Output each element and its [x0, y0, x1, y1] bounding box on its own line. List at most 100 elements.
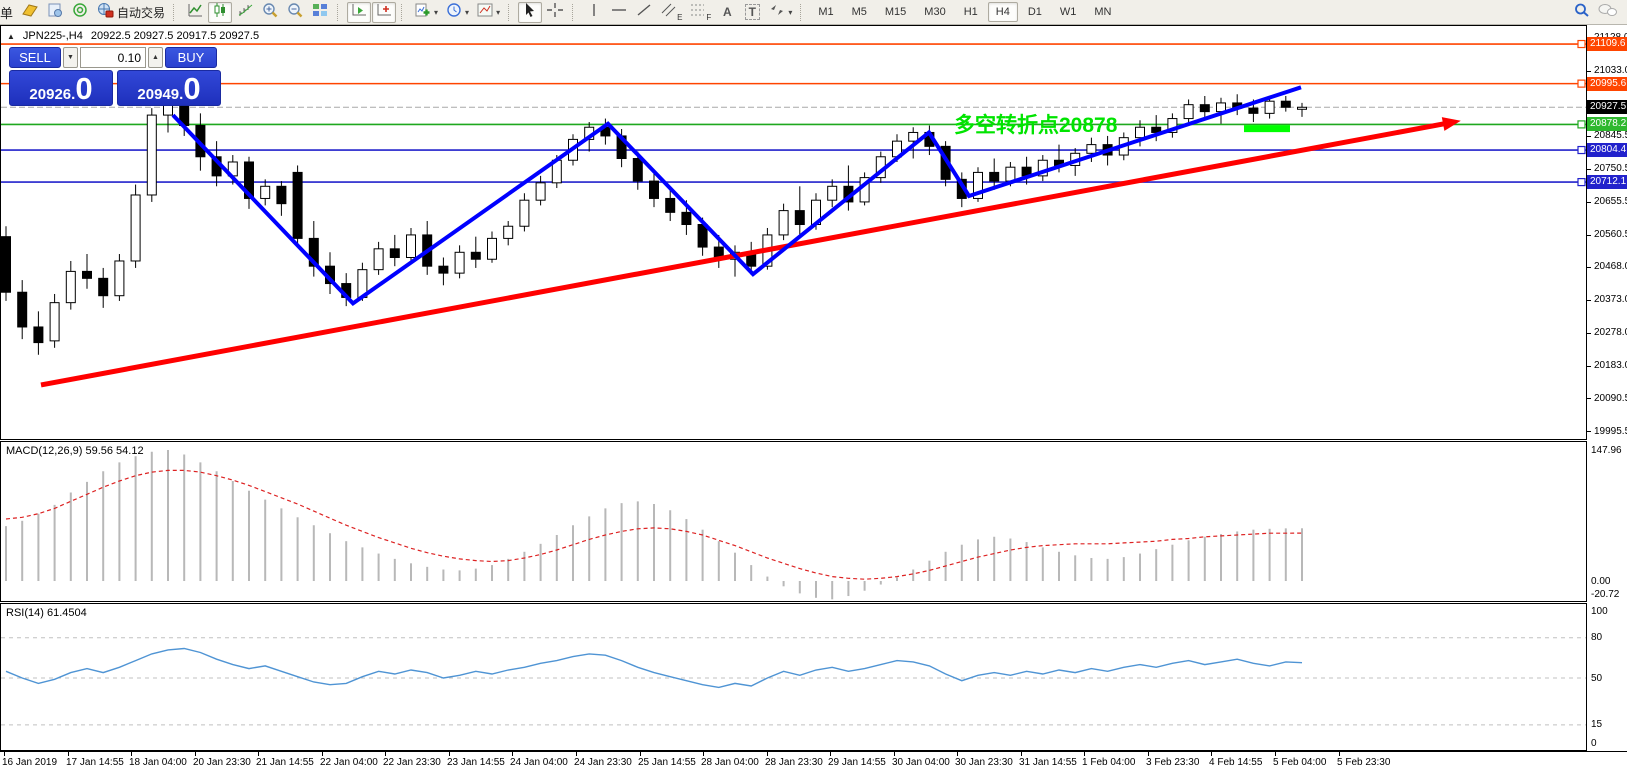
zoom-in-button[interactable]: [258, 2, 282, 23]
time-axis-label: 1 Feb 04:00: [1082, 757, 1136, 768]
timeframe-m15[interactable]: M15: [884, 6, 907, 18]
time-axis-label: 24 Jan 04:00: [510, 757, 568, 768]
time-tick-mark: [4, 752, 5, 756]
price-tick-mark: [1587, 169, 1591, 170]
sell-price[interactable]: 20926. 0: [9, 70, 113, 106]
charts-list-button[interactable]: [18, 2, 42, 23]
tile-windows-icon: [311, 2, 329, 23]
label-tool-button[interactable]: T: [740, 2, 764, 23]
tile-windows-button[interactable]: [308, 2, 332, 23]
volume-decrease-button[interactable]: ▼: [63, 47, 78, 68]
price-tick-mark: [1587, 366, 1591, 367]
time-axis-label: 22 Jan 23:30: [383, 757, 441, 768]
price-tick-mark: [1587, 267, 1591, 268]
buy-button[interactable]: BUY: [165, 47, 217, 68]
time-axis-label: 22 Jan 04:00: [320, 757, 378, 768]
timeframe-d1[interactable]: D1: [1027, 6, 1042, 18]
toolbar-separator: [572, 3, 577, 21]
time-axis-label: 21 Jan 14:55: [256, 757, 314, 768]
candles: [1, 78, 1307, 355]
timeframe-h1[interactable]: H1: [963, 6, 978, 18]
price-axis[interactable]: 21128.021033.020845.520750.520655.520560…: [1587, 25, 1627, 440]
price-tick: 20845.5: [1594, 130, 1627, 141]
cursor-button[interactable]: [518, 1, 543, 23]
rsi-axis-label: 80: [1591, 632, 1603, 644]
macd-chart: [5, 450, 1303, 600]
templates-button[interactable]: ▾: [473, 2, 503, 23]
timeframe-mn[interactable]: MN: [1094, 6, 1112, 18]
bar-chart-icon: [236, 2, 254, 23]
rsi-axis: 100 80 50 15 0: [1587, 603, 1627, 751]
time-axis[interactable]: 16 Jan 2019 17 Jan 14:55 18 Jan 04:00 20 Ja…: [0, 751, 1627, 774]
price-chart-pane[interactable]: ▲ JPN225-,H4 20922.5 20927.5 20917.5 209…: [0, 25, 1587, 440]
chart-shift-icon: [375, 2, 393, 23]
chat-icon[interactable]: [1597, 2, 1619, 23]
text-tool-button[interactable]: A: [715, 2, 739, 23]
time-tick-mark: [1211, 752, 1212, 756]
new-order-button[interactable]: [43, 2, 67, 23]
volume-input[interactable]: [80, 47, 146, 68]
sell-button[interactable]: SELL: [9, 47, 61, 68]
periods-button[interactable]: ▾: [442, 2, 472, 23]
auto-scroll-button[interactable]: [347, 1, 372, 23]
macd-axis-label: 0.00: [1591, 575, 1611, 587]
template-icon: [476, 2, 494, 23]
time-axis-label: 30 Jan 04:00: [892, 757, 950, 768]
time-axis-label: 5 Feb 04:00: [1273, 757, 1327, 768]
channel-button[interactable]: E: [657, 2, 685, 23]
candlestick-chart-button[interactable]: [208, 1, 233, 23]
timeframe-group: M1 M5 M15 M30 H1 H4 D1 W1 MN: [810, 2, 1119, 22]
trendline-icon: [635, 2, 653, 23]
time-tick-mark: [512, 752, 513, 756]
price-tick: 20373.0: [1594, 294, 1627, 305]
chart-shift-button[interactable]: [372, 1, 397, 23]
market-watch-button[interactable]: [68, 2, 92, 23]
fibonacci-icon: [689, 2, 705, 23]
time-tick-mark: [322, 752, 323, 756]
time-axis-label: 28 Jan 23:30: [765, 757, 823, 768]
book-icon: [21, 2, 39, 23]
rsi-pane[interactable]: RSI(14) 61.4504: [0, 603, 1587, 751]
timeframe-w1[interactable]: W1: [1059, 6, 1077, 18]
vertical-line-button[interactable]: [582, 2, 606, 23]
horizontal-line-button[interactable]: [607, 2, 631, 23]
bar-chart-button[interactable]: [233, 2, 257, 23]
timeframe-m30[interactable]: M30: [924, 6, 946, 18]
macd-pane[interactable]: MACD(12,26,9) 59.56 54.12: [0, 441, 1587, 602]
toolbar-separator: [508, 3, 513, 21]
indicators-button[interactable]: ▾: [411, 2, 441, 23]
menu-label[interactable]: 单: [0, 5, 14, 21]
line-chart-button[interactable]: [183, 2, 207, 23]
fibonacci-button[interactable]: F: [686, 2, 714, 23]
crosshair-icon: [546, 2, 564, 23]
timeframe-m1[interactable]: M1: [818, 6, 834, 18]
time-tick-mark: [1084, 752, 1085, 756]
zoom-out-button[interactable]: [283, 2, 307, 23]
time-tick-mark: [957, 752, 958, 756]
time-tick-mark: [68, 752, 69, 756]
line-anchor-square: [1577, 120, 1586, 129]
crosshair-button[interactable]: [543, 2, 567, 23]
autotrade-icon: [96, 2, 114, 23]
timeframe-m5[interactable]: M5: [851, 6, 867, 18]
arrows-tool-button[interactable]: ▾: [765, 2, 795, 23]
volume-increase-button[interactable]: ▲: [148, 47, 163, 68]
buy-price[interactable]: 20949. 0: [117, 70, 221, 106]
price-tick: 21033.0: [1594, 65, 1627, 76]
toolbar-separator: [337, 3, 342, 21]
time-axis-label: 24 Jan 23:30: [574, 757, 632, 768]
search-icon[interactable]: [1573, 2, 1591, 23]
rsi-axis-label: 50: [1591, 672, 1603, 684]
zoom-in-icon: [261, 2, 279, 23]
price-tick-mark: [1587, 235, 1591, 236]
text-tool-icon: A: [722, 5, 732, 19]
auto-scroll-icon: [350, 2, 368, 23]
arrows-icon: [768, 2, 786, 23]
autotrade-button[interactable]: 自动交易: [93, 2, 168, 23]
trendline-button[interactable]: [632, 2, 656, 23]
rsi-line: [5, 647, 1303, 689]
collapse-triangle-icon[interactable]: ▲: [7, 31, 15, 41]
timeframe-h4[interactable]: H4: [987, 2, 1018, 22]
price-tick-mark: [1587, 300, 1591, 301]
